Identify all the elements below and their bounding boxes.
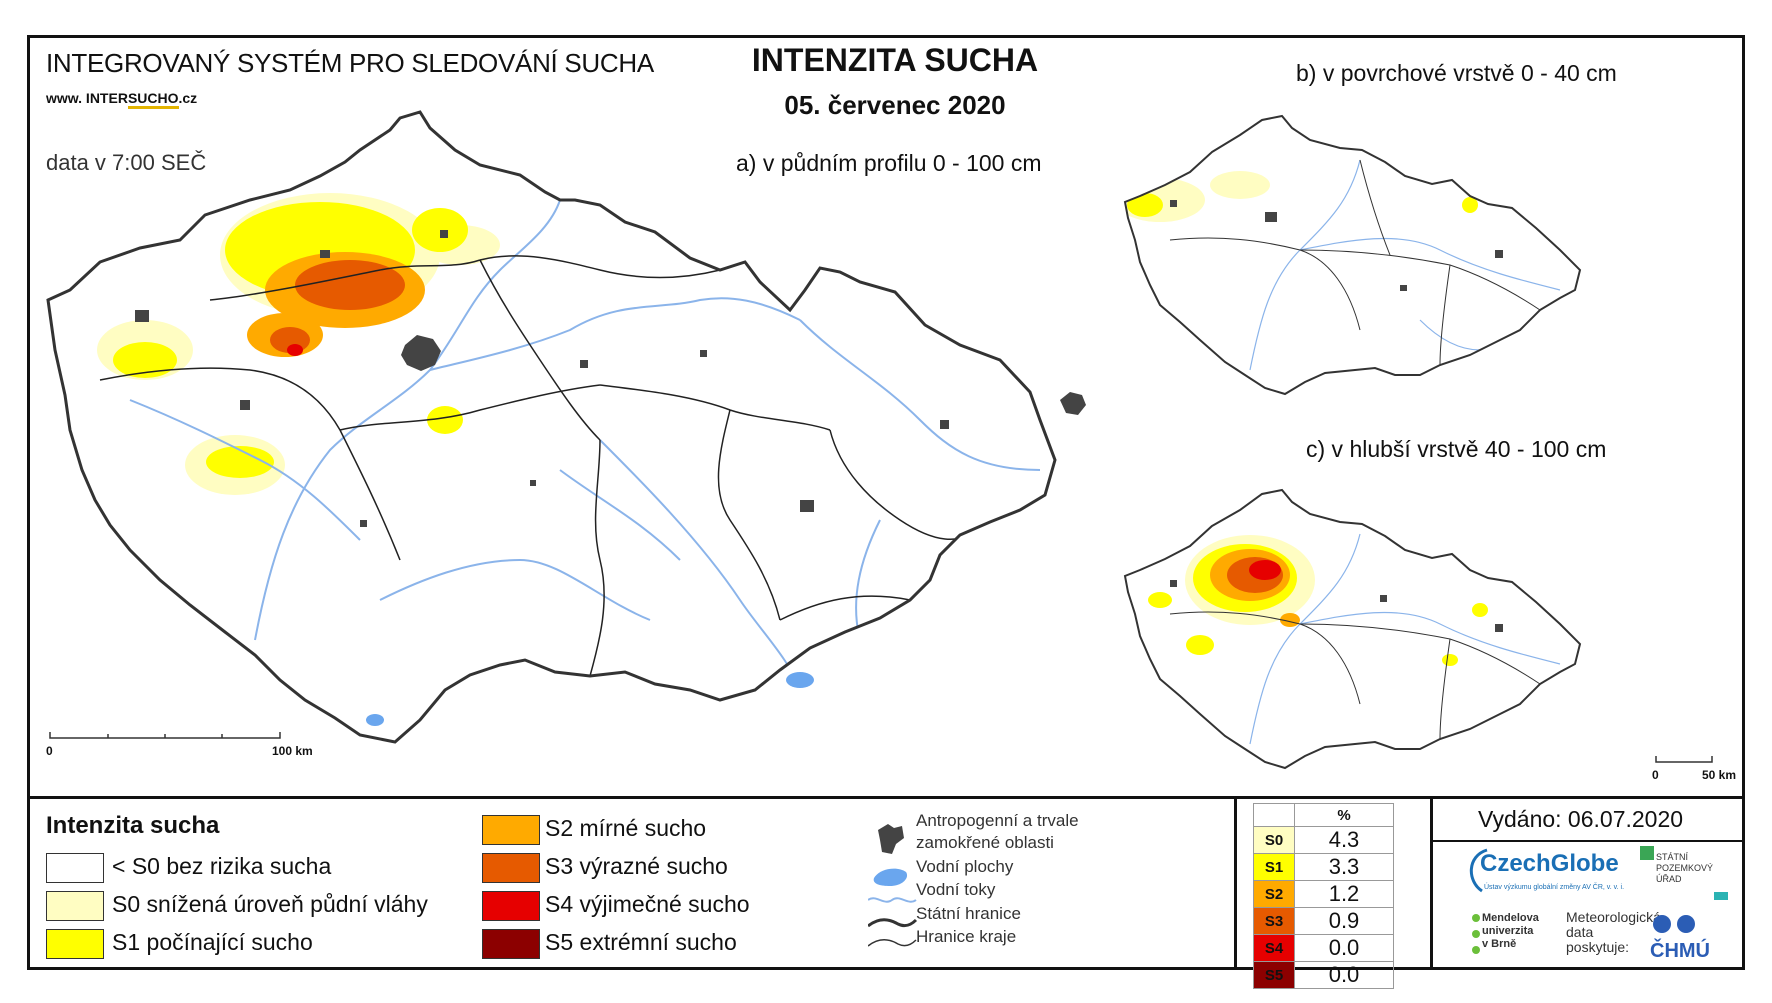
pct-class-s5: S5: [1253, 961, 1295, 989]
data-time: data v 7:00 SEČ: [46, 150, 207, 175]
legend-separator: [27, 796, 1745, 799]
main-map-label: a) v půdním profilu 0 - 100 cm: [736, 150, 1042, 176]
deep-map-label: c) v hlubší vrstvě 40 - 100 cm: [1306, 436, 1607, 462]
pct-value-s2: 1.2: [1294, 880, 1394, 908]
system-name: INTEGROVANÝ SYSTÉM PRO SLEDOVÁNÍ SUCHA: [46, 48, 654, 78]
surface-map-urban-areas: [1170, 200, 1503, 291]
separator-table-right: [1430, 796, 1433, 970]
legend-swatch-s2: [482, 815, 540, 845]
legend-label-below-s0: < S0 bez rizika sucha: [112, 853, 332, 879]
pct-value-s5: 0.0: [1294, 961, 1394, 989]
legend-swatch-s5: [482, 929, 540, 959]
separator-table-left: [1234, 796, 1237, 970]
chmu-logo: ČHMÚ: [1650, 940, 1710, 962]
small-scale-bar: [1655, 756, 1713, 763]
pct-value-s1: 3.3: [1294, 853, 1394, 881]
pct-class-s3: S3: [1253, 907, 1295, 935]
legend-label-s3: S3 výrazné sucho: [545, 853, 728, 879]
state-border-icon: [868, 918, 918, 928]
symbol-label-region-border: Hranice kraje: [916, 927, 1017, 946]
map-date: 05. červenec 2020: [784, 90, 1006, 120]
czechglobe-logo-arc: [1469, 848, 1488, 893]
czechglobe-subtitle: Ústav výzkumu globální změny AV ČR, v. v…: [1484, 884, 1625, 891]
deep-map-drought-areas: [1148, 535, 1488, 666]
symbol-label-urban-1: Antropogenní a trvale: [916, 811, 1079, 830]
spu-logo: STÁTNÍ POZEMKOVÝ ÚŘAD: [1656, 852, 1714, 884]
symbol-label-urban-2: zamokřené oblasti: [916, 833, 1054, 852]
symbol-label-river: Vodní toky: [916, 880, 996, 899]
water-body-icon: [873, 868, 908, 886]
pct-value-s4: 0.0: [1294, 934, 1394, 962]
met-data-text: Meteorologická data poskytuje:: [1566, 909, 1661, 955]
issued-separator: [1432, 840, 1745, 842]
pct-class-s1: S1: [1253, 853, 1295, 881]
deep-map-region-borders: [1169, 611, 1541, 740]
pct-class-s0: S0: [1253, 826, 1295, 854]
symbol-label-water: Vodní plochy: [916, 857, 1014, 876]
chmu-logo-mark: [1653, 915, 1695, 933]
czechglobe-logo: CzechGlobe: [1480, 850, 1619, 877]
surface-map-country: [1125, 116, 1580, 394]
website-url[interactable]: www. INTERSUCHO.cz: [46, 90, 197, 109]
region-border-icon: [868, 939, 917, 947]
main-scale-bar: [49, 732, 281, 739]
deep-map-urban-areas: [1170, 580, 1503, 632]
legend-swatch-below-s0: [46, 853, 104, 883]
percent-header: %: [1294, 803, 1394, 827]
surface-map-label: b) v povrchové vrstvě 0 - 40 cm: [1296, 60, 1617, 86]
legend-swatch-s1: [46, 929, 104, 959]
main-map-water-bodies: [366, 672, 814, 726]
mendel-logo-dots: [1472, 914, 1480, 954]
legend-label-s4: S4 výjimečné sucho: [545, 891, 750, 917]
page-title: INTENZITA SUCHA: [751, 42, 1039, 78]
pct-class-s2: S2: [1253, 880, 1295, 908]
legend-label-s0: S0 snížená úroveň půdní vláhy: [112, 891, 428, 917]
legend-title: Intenzita sucha: [46, 812, 220, 839]
main-scale-start: 0: [46, 744, 53, 758]
legend-label-s5: S5 extrémní sucho: [545, 929, 737, 955]
deep-map-country: [1125, 490, 1580, 768]
legend-swatch-s0: [46, 891, 104, 921]
river-icon: [868, 897, 917, 903]
symbol-label-state-border: Státní hranice: [916, 904, 1021, 923]
surface-map-region-borders: [1169, 159, 1541, 366]
main-map-country: [48, 112, 1055, 742]
symbol-legend-icons: [868, 824, 918, 947]
main-map-region-borders: [99, 255, 991, 677]
legend-swatch-s3: [482, 853, 540, 883]
legend-swatch-s4: [482, 891, 540, 921]
legend-label-s2: S2 mírné sucho: [545, 815, 707, 841]
pct-class-s4: S4: [1253, 934, 1295, 962]
small-scale-end: 50 km: [1702, 768, 1737, 782]
issued-date: Vydáno: 06.07.2020: [1478, 806, 1684, 832]
drought-percent-table: % S0 4.3 S1 3.3 S2 1.2 S3 0.9 S4 0.0 S5 0.0: [1253, 803, 1394, 989]
main-scale-end: 100 km: [272, 744, 313, 758]
mendel-logo: Mendelova univerzita v Brně: [1482, 912, 1539, 950]
spu-logo-mark: [1640, 846, 1728, 900]
main-map-rivers: [129, 199, 1041, 691]
main-map-urban-areas: [135, 230, 1086, 527]
pct-value-s0: 4.3: [1294, 826, 1394, 854]
small-scale-start: 0: [1652, 768, 1659, 782]
legend-label-s1: S1 počínající sucho: [112, 929, 313, 955]
pct-value-s3: 0.9: [1294, 907, 1394, 935]
surface-map-state-border: [1123, 114, 1582, 396]
deep-map-state-border: [1123, 488, 1582, 770]
urban-area-icon: [878, 824, 904, 854]
